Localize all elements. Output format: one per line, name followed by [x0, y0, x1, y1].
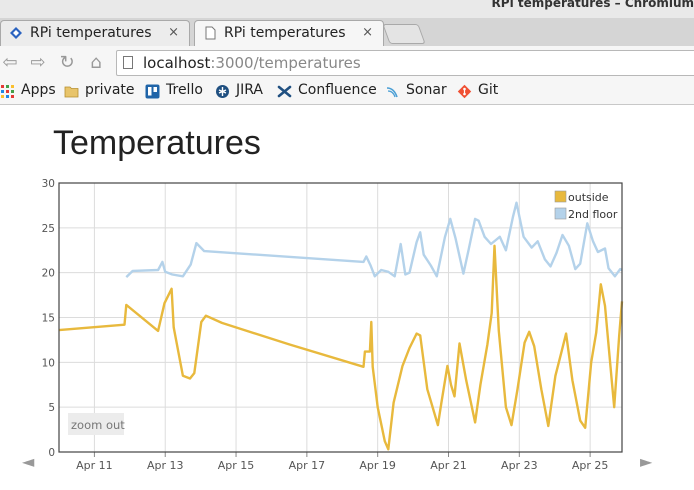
y-tick-label: 5 [48, 402, 55, 414]
tab-strip: RPi temperatures × RPi temperatures × [0, 18, 694, 46]
legend-swatch [554, 207, 567, 220]
y-axis: 0 5 10 15 20 25 30 [42, 178, 55, 459]
bookmark-label: JIRA [236, 82, 263, 98]
tab-close-icon[interactable]: × [362, 25, 373, 40]
y-tick-label: 20 [42, 268, 55, 280]
url-text: localhost:3000/temperatures [143, 54, 361, 72]
nav-left-arrow[interactable]: ◄ [22, 452, 35, 471]
jira-icon [216, 85, 229, 98]
url-host: localhost [143, 54, 211, 72]
bookmark-label: Sonar [406, 82, 447, 98]
page-title: Temperatures [53, 124, 261, 162]
x-tick-label: Apr 15 [218, 459, 255, 472]
x-tick-label: Apr 21 [430, 459, 467, 472]
zoom-out-label: zoom out [71, 418, 125, 432]
bookmark-label: Trello [166, 82, 203, 98]
back-button[interactable]: ⇦ [2, 52, 18, 73]
bookmark-label: Apps [21, 82, 56, 98]
legend-swatch [554, 190, 567, 203]
bookmark-label: Confluence [298, 82, 377, 98]
confluence-icon [277, 85, 292, 98]
plot-frame [58, 182, 623, 453]
window-title: RPi temperatures – Chromium [491, 0, 694, 10]
tab-rpi-temperatures-1[interactable]: RPi temperatures × [0, 20, 190, 46]
codeship-favicon-icon [10, 27, 22, 39]
tab-label: RPi temperatures [30, 25, 152, 41]
apps-grid-icon [1, 85, 14, 98]
page-favicon-icon [205, 26, 216, 40]
series-line-2nd-floor [125, 201, 623, 278]
y-tick-label: 30 [42, 178, 55, 190]
y-tick-label: 0 [48, 447, 55, 459]
x-tick-label: Apr 25 [572, 459, 609, 472]
x-tick-label: Apr 11 [76, 459, 113, 472]
address-bar[interactable]: localhost:3000/temperatures [116, 50, 694, 76]
nav-right-arrow[interactable]: ► [640, 452, 653, 471]
y-tick-label: 10 [42, 357, 55, 369]
browser-toolbar: ⇦ ⇨ ↻ ⌂ localhost:3000/temperatures [0, 46, 694, 80]
legend-item-outside[interactable]: outside [554, 190, 609, 204]
x-tick-label: Apr 23 [501, 459, 538, 472]
folder-icon [64, 86, 79, 98]
bookmark-label: private [85, 82, 135, 98]
url-path: :3000/temperatures [210, 54, 361, 72]
sonar-icon [386, 87, 398, 98]
home-button[interactable]: ⌂ [90, 52, 102, 73]
chart-legend[interactable]: outside 2nd floor [554, 190, 618, 221]
tab-close-icon[interactable]: × [168, 25, 179, 40]
window-titlebar: RPi temperatures – Chromium [0, 0, 694, 18]
git-icon [457, 84, 472, 99]
reload-button[interactable]: ↻ [59, 52, 75, 73]
tab-rpi-temperatures-2[interactable]: RPi temperatures × [194, 20, 384, 46]
bookmarks-bar: Apps private Trello JIRA Confluence Sona… [0, 80, 694, 105]
chart-lines [58, 201, 624, 451]
legend-label: 2nd floor [568, 208, 618, 221]
series-line-outside [58, 244, 624, 451]
x-axis: Apr 11 Apr 13 Apr 15 Apr 17 Apr 19 Apr 21 Apr … [76, 452, 608, 472]
x-tick-label: Apr 17 [289, 459, 326, 472]
bookmark-label: Git [478, 82, 499, 98]
y-tick-label: 15 [42, 313, 55, 325]
zoom-out-bg [68, 413, 124, 435]
x-tick-label: Apr 13 [147, 459, 184, 472]
zoom-out-button[interactable]: zoom out [68, 413, 125, 435]
trello-icon [145, 84, 160, 99]
x-tick-label: Apr 19 [359, 459, 396, 472]
legend-label: outside [568, 191, 609, 204]
new-tab-button[interactable] [382, 24, 426, 44]
page-icon [123, 56, 133, 69]
tab-label: RPi temperatures [224, 25, 346, 41]
forward-button[interactable]: ⇨ [30, 52, 46, 73]
legend-item-2nd-floor[interactable]: 2nd floor [554, 207, 618, 221]
y-tick-label: 25 [42, 223, 55, 235]
